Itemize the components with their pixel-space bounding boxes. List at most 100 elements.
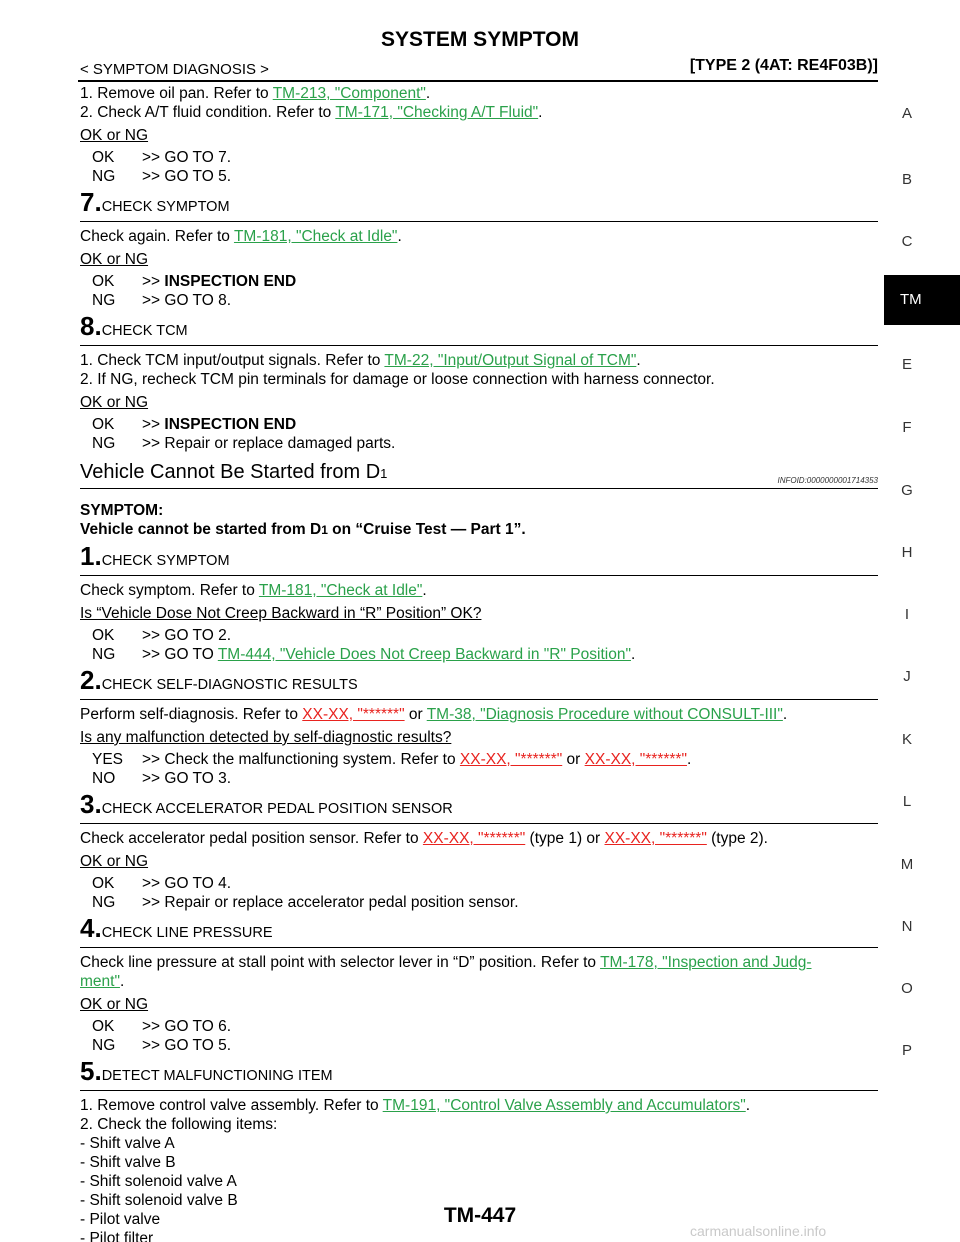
result-text: >> GO TO 7. [142,149,232,166]
punctuation: . [425,85,431,102]
result-label: NG [92,1037,116,1054]
result-ng: NG >> GO TO 5. [80,1036,878,1055]
ref-link-diagnosis-procedure[interactable]: TM-38, "Diagnosis Procedure without CONS… [426,706,783,723]
transmission-type: [TYPE 2 (4AT: RE4F03B)] [689,57,878,74]
instruction-line: 1. Remove oil pan. Refer to TM-213, "Com… [80,84,878,103]
ref-link-placeholder[interactable]: XX-XX, "******" [302,706,405,723]
judgement-question: OK or NG [80,127,149,144]
punctuation: . [119,973,125,990]
instruction-line: Check accelerator pedal position sensor.… [80,829,878,848]
ref-link-inspection-judgment[interactable]: TM-178, "Inspection and Judg- [600,954,812,971]
step-title: CHECK ACCELERATOR PEDAL POSITION SENSOR [101,801,453,817]
step-number: 5. [80,1056,102,1086]
instruction-text: 2. Check A/T fluid condition. Refer to [80,104,336,121]
step-heading-2: 2.CHECK SELF-DIAGNOSTIC RESULTS [80,667,878,700]
check-item: - Shift valve B [80,1154,176,1171]
side-index-tm-active[interactable]: TM [884,275,960,325]
result-label: NG [92,435,116,452]
instruction-line: Check again. Refer to TM-181, "Check at … [80,227,878,246]
step-title: CHECK SYMPTOM [101,553,230,569]
side-index-l[interactable]: L [902,793,912,810]
ref-link-placeholder[interactable]: XX-XX, "******" [584,751,687,768]
ref-link-placeholder[interactable]: XX-XX, "******" [604,830,707,847]
side-index-p[interactable]: P [901,1042,912,1059]
symptom-text: Vehicle cannot be started from D1 on “Cr… [80,520,878,540]
side-index-m[interactable]: M [900,856,914,873]
judgement-question: OK or NG [80,394,149,411]
instruction-line: 2. Check A/T fluid condition. Refer to T… [80,103,878,122]
check-item: - Shift valve A [80,1135,175,1152]
watermark: carmanualsonline.info [690,1223,827,1239]
instruction-text: or [404,706,427,723]
ref-link-placeholder[interactable]: XX-XX, "******" [422,830,526,847]
step-heading-4: 4.CHECK LINE PRESSURE [80,915,878,948]
check-item: - Shift solenoid valve A [80,1173,237,1190]
ref-link-io-signal-tcm[interactable]: TM-22, "Input/Output Signal of TCM" [384,352,637,369]
side-index-j[interactable]: J [903,668,911,685]
side-index-k[interactable]: K [901,731,912,748]
result-ok: OK >> GO TO 7. [80,148,878,167]
side-index-o[interactable]: O [901,980,913,997]
side-index-n[interactable]: N [901,918,913,935]
ref-link-control-valve[interactable]: TM-191, "Control Valve Assembly and Accu… [382,1097,746,1114]
instruction-line: Check symptom. Refer to TM-181, "Check a… [80,581,878,600]
step-heading-1: 1.CHECK SYMPTOM [80,541,878,576]
result-ng: NG >> Repair or replace damaged parts. [80,434,878,453]
instruction-line: ment". [80,972,878,991]
punctuation: . [538,104,543,121]
result-label: OK [92,416,115,433]
step-number: 1. [80,541,102,571]
instruction-line: Check line pressure at stall point with … [80,953,878,972]
side-index-f[interactable]: F [902,419,912,436]
punctuation: . [782,706,788,723]
page-number: TM-447 [443,1204,517,1227]
result-label: NG [92,894,116,911]
result-ng: NG >> GO TO TM-444, "Vehicle Does Not Cre… [80,645,878,664]
side-index-h[interactable]: H [901,544,913,561]
result-ng: NG >> GO TO 5. [80,167,878,186]
step-title: DETECT MALFUNCTIONING ITEM [101,1068,333,1084]
judgement-question: OK or NG [80,251,149,268]
result-text: >> GO TO 5. [142,168,232,185]
instruction-line: Perform self-diagnosis. Refer to XX-XX, … [80,705,878,724]
side-index-g[interactable]: G [901,482,913,499]
info-id: INFOID:0000000001714353 [777,476,878,485]
instruction-text: (type 2). [706,830,768,847]
result-text: >> Repair or replace damaged parts. [142,435,396,452]
symptom-block: SYMPTOM: Vehicle cannot be started from … [80,501,878,540]
ref-link-component[interactable]: TM-213, "Component" [272,85,426,102]
side-index-b[interactable]: B [901,171,912,188]
side-index-a[interactable]: A [901,105,912,122]
inspection-end: INSPECTION END [164,273,297,290]
ref-link-check-at-idle[interactable]: TM-181, "Check at Idle" [233,228,398,245]
side-index-c[interactable]: C [901,233,913,250]
step-title: CHECK LINE PRESSURE [101,925,273,941]
section-heading: Vehicle Cannot Be Started from D1 INFOID… [80,462,878,489]
side-index-i[interactable]: I [904,606,910,623]
side-index-e[interactable]: E [901,356,912,373]
result-ok: OK >> INSPECTION END [80,415,878,434]
result-text: >> Check the malfunctioning system. Refe… [142,751,460,768]
judgement-question: OK or NG [80,853,149,870]
result-text: >> GO TO 4. [142,875,232,892]
instruction-line: 1. Remove control valve assembly. Refer … [80,1096,878,1115]
instruction-text: Check accelerator pedal position sensor.… [80,830,423,847]
header-divider [78,80,878,82]
result-label: NO [92,770,116,787]
punctuation: . [422,582,427,599]
punctuation: . [686,751,692,768]
ref-link-check-at-idle[interactable]: TM-181, "Check at Idle" [258,582,423,599]
ref-link-placeholder[interactable]: XX-XX, "******" [459,751,563,768]
result-label: NG [92,292,116,309]
instruction-text: Perform self-diagnosis. Refer to [80,706,303,723]
result-ok: OK >> GO TO 4. [80,874,878,893]
result-yes: YES >> Check the malfunctioning system. R… [80,750,878,769]
result-text: or [562,751,585,768]
punctuation: . [397,228,402,245]
ref-link-inspection-judgment-cont[interactable]: ment" [80,973,120,990]
ref-link-creep-backward[interactable]: TM-444, "Vehicle Does Not Creep Backward… [217,646,631,663]
punctuation: . [636,352,641,369]
instruction-text: Check symptom. Refer to [80,582,259,599]
ref-link-checking-at-fluid[interactable]: TM-171, "Checking A/T Fluid" [335,104,539,121]
result-text: >> GO TO 2. [142,627,232,644]
